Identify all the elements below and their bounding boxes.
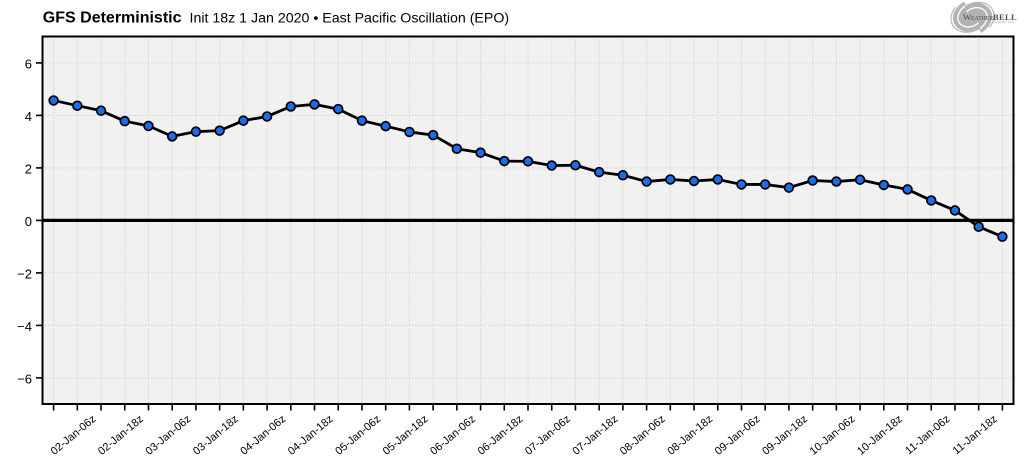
svg-text:−2: −2 bbox=[17, 266, 32, 281]
svg-text:Init 18z 1 Jan 2020 • East Pac: Init 18z 1 Jan 2020 • East Pacific Oscil… bbox=[190, 11, 510, 27]
svg-text:2: 2 bbox=[25, 161, 32, 176]
svg-text:4: 4 bbox=[25, 109, 32, 124]
svg-text:WEATHERBELL: WEATHERBELL bbox=[963, 12, 1017, 22]
svg-text:0: 0 bbox=[25, 214, 32, 229]
svg-text:−6: −6 bbox=[17, 371, 32, 386]
svg-text:−4: −4 bbox=[17, 319, 32, 334]
svg-text:6: 6 bbox=[25, 56, 32, 71]
svg-text:GFS Deterministic: GFS Deterministic bbox=[43, 10, 182, 27]
svg-text:Analytics LLC: Analytics LLC bbox=[994, 20, 1015, 24]
